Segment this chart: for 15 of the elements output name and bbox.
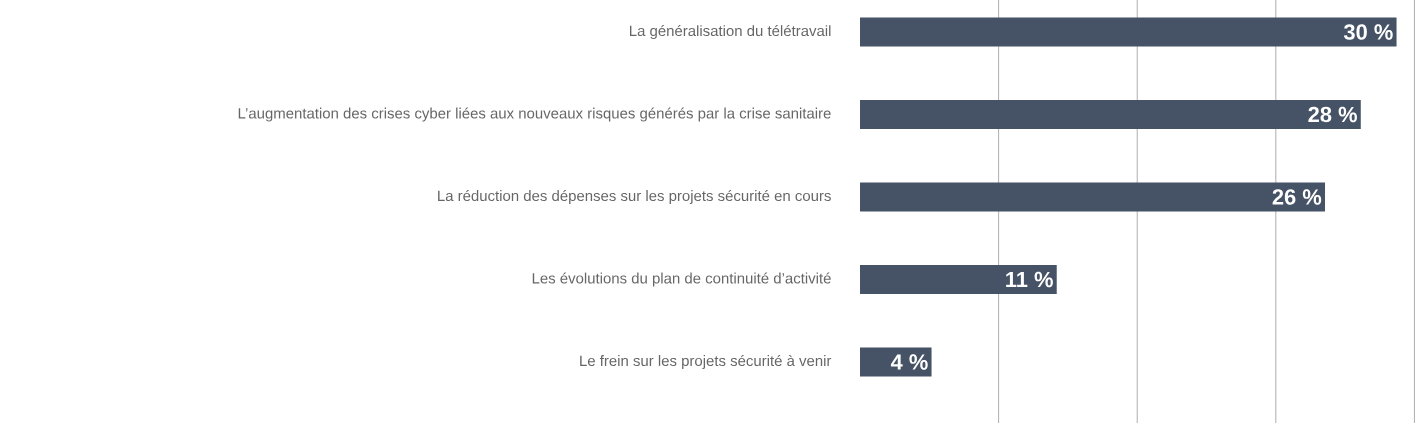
y-tick-label: La généralisation du télétravail	[629, 24, 831, 40]
y-tick-label: L’augmentation des crises cyber liées aux nouveaux risques générés par la crise sanitaire	[238, 107, 831, 122]
bar	[860, 100, 1361, 129]
data-label: 30 %	[1343, 24, 1393, 40]
y-tick-label: Le frein sur les projets sécurité à venir	[580, 354, 832, 370]
data-label: 26 %	[1272, 189, 1322, 205]
bar	[860, 347, 932, 377]
y-tick-label: Les évolutions du plan de continuité d’activité	[532, 272, 831, 287]
y-tick-label: La réduction des dépenses sur les projets sécurité en cours	[438, 189, 831, 205]
bar	[860, 264, 1057, 294]
data-label: 28 %	[1308, 106, 1357, 123]
data-label: 11 %	[1006, 271, 1053, 288]
bar	[860, 182, 1326, 212]
bar	[860, 17, 1397, 47]
data-label: 4 %	[890, 354, 928, 370]
